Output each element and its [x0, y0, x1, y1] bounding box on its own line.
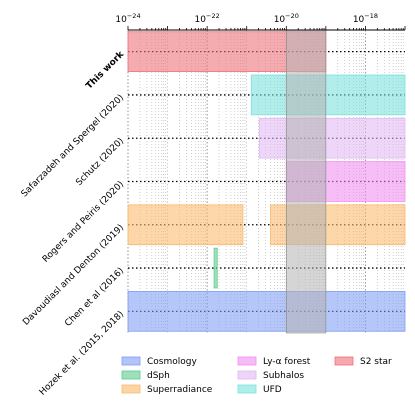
legend-swatch [121, 370, 141, 380]
legend-swatch [237, 384, 257, 394]
category-label-this-work: This work [84, 49, 126, 91]
legend-label: dSph [147, 371, 170, 381]
legend-item-subhalos: Subhalos [237, 370, 304, 381]
legend-item-s2-star: S2 star [334, 356, 392, 367]
legend-label: S2 star [360, 357, 392, 367]
legend-item-dsph: dSph [121, 370, 170, 381]
x-tick-label: 10−22 [195, 12, 220, 25]
category-label-rogers-and-peiris-2020: Rogers and Peiris (2020) [41, 180, 126, 265]
band-layer [285, 29, 327, 334]
legend-label: Ly-α forest [263, 357, 311, 367]
x-tick-label: 10−18 [353, 12, 378, 25]
legend-label: Superradiance [147, 385, 213, 395]
category-label-hozek-et-al-2015-2018: Hozek et al. (2015, 2018) [38, 309, 126, 397]
legend-item-superradiance: Superradiance [121, 384, 213, 395]
legend-swatch [334, 356, 354, 366]
bar-cosmology [127, 291, 406, 332]
x-ticks: 10−24 10−22 10−20 10−18 [115, 12, 406, 30]
legend-label: Cosmology [147, 357, 197, 367]
bar-superradiance [127, 204, 244, 246]
x-tick-label: 10−24 [115, 12, 140, 25]
legend-label: Subhalos [263, 371, 304, 381]
legend-swatch [121, 356, 141, 366]
legend-swatch [237, 370, 257, 380]
legend-item-cosmology: Cosmology [121, 356, 197, 367]
bar-ufd [250, 74, 406, 116]
bars [127, 31, 406, 332]
legend-swatch [237, 356, 257, 366]
highlight-band [285, 29, 327, 334]
legend-item-ly-forest: Ly-α forest [237, 356, 311, 367]
legend-swatch [121, 384, 141, 394]
bar-dsph [213, 247, 218, 289]
legend-label: UFD [263, 385, 282, 395]
legend: Cosmology dSph Superradiance Ly-α forest Sub… [121, 356, 392, 395]
legend-item-ufd: UFD [237, 384, 282, 395]
x-tick-label: 10−20 [274, 12, 299, 25]
bar-subhalos [259, 117, 406, 159]
